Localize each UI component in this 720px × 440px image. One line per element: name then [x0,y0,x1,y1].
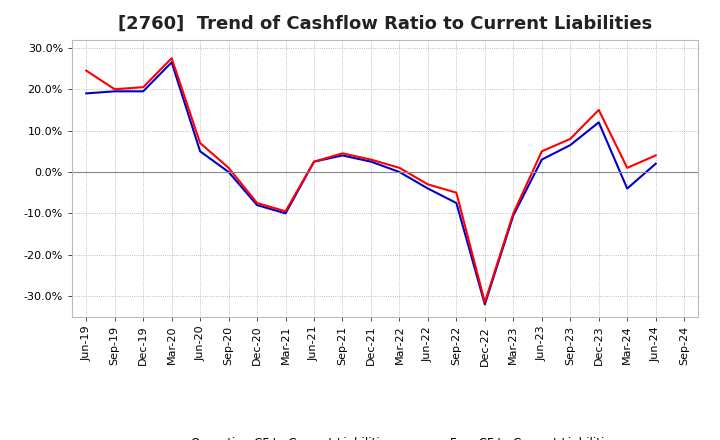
Operating CF to Current Liabilities [82,68,91,73]
Free CF to Current Liabilities [366,159,375,164]
Line: Free CF to Current Liabilities: Free CF to Current Liabilities [86,62,656,304]
Line: Operating CF to Current Liabilities: Operating CF to Current Liabilities [86,58,656,302]
Free CF to Current Liabilities [282,211,290,216]
Free CF to Current Liabilities [652,161,660,166]
Operating CF to Current Liabilities [310,159,318,164]
Operating CF to Current Liabilities [110,87,119,92]
Operating CF to Current Liabilities [167,55,176,61]
Free CF to Current Liabilities [338,153,347,158]
Free CF to Current Liabilities [82,91,91,96]
Operating CF to Current Liabilities [366,157,375,162]
Operating CF to Current Liabilities [537,149,546,154]
Title: [2760]  Trend of Cashflow Ratio to Current Liabilities: [2760] Trend of Cashflow Ratio to Curren… [118,15,652,33]
Free CF to Current Liabilities [167,60,176,65]
Free CF to Current Liabilities [623,186,631,191]
Free CF to Current Liabilities [196,149,204,154]
Free CF to Current Liabilities [253,202,261,208]
Free CF to Current Liabilities [310,159,318,164]
Free CF to Current Liabilities [395,169,404,175]
Operating CF to Current Liabilities [595,107,603,113]
Free CF to Current Liabilities [537,157,546,162]
Free CF to Current Liabilities [566,143,575,148]
Operating CF to Current Liabilities [196,140,204,146]
Free CF to Current Liabilities [452,200,461,205]
Operating CF to Current Liabilities [338,151,347,156]
Free CF to Current Liabilities [480,302,489,307]
Operating CF to Current Liabilities [282,209,290,214]
Operating CF to Current Liabilities [452,190,461,195]
Legend: Operating CF to Current Liabilities, Free CF to Current Liabilities: Operating CF to Current Liabilities, Fre… [148,433,623,440]
Free CF to Current Liabilities [423,186,432,191]
Operating CF to Current Liabilities [509,211,518,216]
Operating CF to Current Liabilities [253,200,261,205]
Free CF to Current Liabilities [225,169,233,175]
Free CF to Current Liabilities [110,89,119,94]
Operating CF to Current Liabilities [225,165,233,170]
Operating CF to Current Liabilities [480,300,489,305]
Free CF to Current Liabilities [595,120,603,125]
Operating CF to Current Liabilities [423,182,432,187]
Operating CF to Current Liabilities [566,136,575,142]
Operating CF to Current Liabilities [652,153,660,158]
Free CF to Current Liabilities [509,213,518,218]
Operating CF to Current Liabilities [395,165,404,170]
Operating CF to Current Liabilities [623,165,631,170]
Operating CF to Current Liabilities [139,84,148,90]
Free CF to Current Liabilities [139,89,148,94]
